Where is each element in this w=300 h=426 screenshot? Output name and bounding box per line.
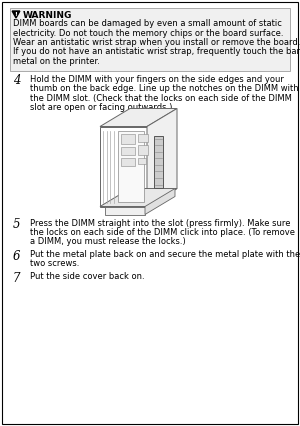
Text: thumb on the back edge. Line up the notches on the DIMM with: thumb on the back edge. Line up the notc… <box>30 84 298 93</box>
Text: 6: 6 <box>13 250 20 263</box>
Text: two screws.: two screws. <box>30 259 80 268</box>
Polygon shape <box>105 207 145 215</box>
Text: Wear an antistatic wrist strap when you install or remove the board.: Wear an antistatic wrist strap when you … <box>13 38 300 47</box>
Polygon shape <box>12 11 20 18</box>
Bar <box>154 135 163 187</box>
Text: electricity. Do not touch the memory chips or the board surface.: electricity. Do not touch the memory chi… <box>13 29 283 37</box>
Polygon shape <box>147 109 177 207</box>
Text: a DIMM, you must release the locks.): a DIMM, you must release the locks.) <box>30 238 186 247</box>
Text: !: ! <box>15 12 17 17</box>
Polygon shape <box>100 127 147 207</box>
Text: Put the metal plate back on and secure the metal plate with the: Put the metal plate back on and secure t… <box>30 250 300 259</box>
Text: the locks on each side of the DIMM click into place. (To remove: the locks on each side of the DIMM click… <box>30 228 295 237</box>
Text: Put the side cover back on.: Put the side cover back on. <box>30 272 145 281</box>
Polygon shape <box>145 188 175 215</box>
Bar <box>10 8 290 70</box>
Text: 4: 4 <box>13 75 20 87</box>
Text: 5: 5 <box>13 219 20 231</box>
Bar <box>121 158 135 165</box>
Text: Hold the DIMM with your fingers on the side edges and your: Hold the DIMM with your fingers on the s… <box>30 75 284 83</box>
Text: the DIMM slot. (Check that the locks on each side of the DIMM: the DIMM slot. (Check that the locks on … <box>30 93 292 103</box>
Text: DIMM boards can be damaged by even a small amount of static: DIMM boards can be damaged by even a sma… <box>13 19 282 28</box>
Bar <box>138 133 148 141</box>
Bar <box>118 130 144 201</box>
Bar <box>121 147 135 155</box>
Polygon shape <box>100 188 177 207</box>
Text: If you do not have an antistatic wrist strap, frequently touch the bare: If you do not have an antistatic wrist s… <box>13 48 300 57</box>
Polygon shape <box>100 109 177 127</box>
Text: 7: 7 <box>13 272 20 285</box>
Text: Press the DIMM straight into the slot (press firmly). Make sure: Press the DIMM straight into the slot (p… <box>30 219 290 227</box>
Bar <box>121 133 135 144</box>
Text: slot are open or facing outwards.): slot are open or facing outwards.) <box>30 103 172 112</box>
Bar <box>138 158 146 164</box>
Text: WARNING: WARNING <box>23 11 72 20</box>
Text: metal on the printer.: metal on the printer. <box>13 57 100 66</box>
Bar <box>138 144 148 155</box>
